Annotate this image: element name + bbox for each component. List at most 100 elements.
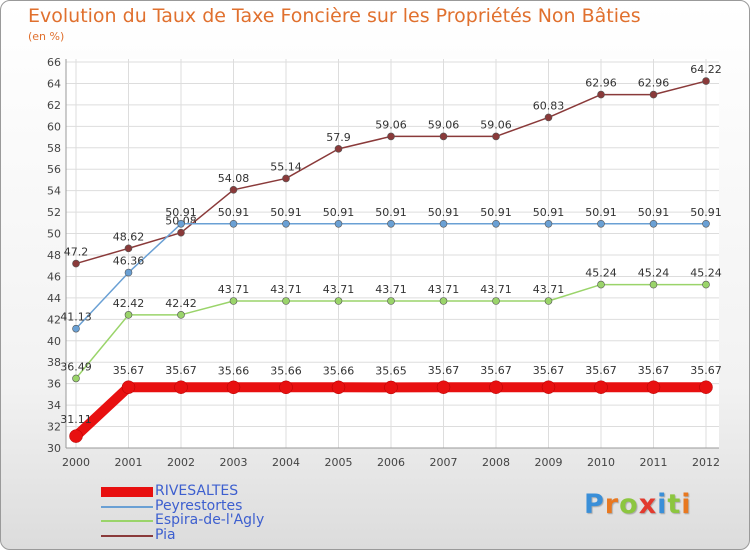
data-label: 35.65 <box>375 364 407 377</box>
x-tick-label: 2001 <box>115 456 143 469</box>
data-label: 54.08 <box>218 172 250 185</box>
data-point <box>72 259 80 268</box>
data-point <box>229 186 238 194</box>
data-point <box>646 380 661 394</box>
data-label: 50.91 <box>533 206 565 219</box>
data-point <box>334 145 343 153</box>
y-tick-label: 50 <box>47 228 61 241</box>
data-label: 35.67 <box>165 364 197 377</box>
y-axis-unit: (en %) <box>28 30 65 43</box>
data-label: 50.91 <box>638 206 670 219</box>
legend-label: Pia <box>155 526 176 543</box>
data-point <box>279 380 293 395</box>
data-label: 47.2 <box>64 246 89 259</box>
data-point <box>594 380 608 394</box>
y-tick-label: 46 <box>47 270 61 283</box>
data-point <box>124 311 133 319</box>
x-tick-label: 2008 <box>482 456 510 469</box>
legend-swatch <box>101 487 153 498</box>
data-label: 43.71 <box>375 283 407 296</box>
legend-label: RIVESALTES <box>155 483 239 499</box>
y-tick-label: 52 <box>47 206 61 219</box>
data-point <box>124 268 133 277</box>
data-point <box>597 90 605 99</box>
x-tick-label: 2011 <box>640 456 668 469</box>
data-point <box>439 132 448 141</box>
data-label: 50.91 <box>218 206 250 219</box>
x-tick-label: 2002 <box>167 456 195 469</box>
data-label: 62.96 <box>585 77 617 90</box>
y-tick-label: 42 <box>47 313 61 326</box>
data-point <box>544 113 553 122</box>
data-label: 35.67 <box>585 364 617 377</box>
data-label: 50.91 <box>690 206 722 219</box>
data-point <box>702 219 710 228</box>
data-label: 43.71 <box>323 283 355 296</box>
legend-swatch <box>101 534 153 537</box>
y-tick-label: 62 <box>47 99 61 112</box>
y-tick-label: 56 <box>47 163 61 176</box>
legend-label: Espira-de-l'Agly <box>155 512 265 528</box>
data-label: 35.66 <box>323 364 355 377</box>
data-point <box>124 244 133 253</box>
y-tick-label: 64 <box>47 77 61 90</box>
data-point <box>649 90 658 99</box>
y-tick-label: 48 <box>47 249 61 262</box>
y-tick-label: 40 <box>47 335 61 348</box>
data-point <box>439 297 448 305</box>
logo-letter: i <box>681 489 692 520</box>
data-point <box>69 429 83 443</box>
data-point <box>177 219 185 228</box>
data-point <box>544 219 553 228</box>
data-label: 59.06 <box>480 118 512 131</box>
y-tick-label: 36 <box>47 378 61 391</box>
logo-letter: x <box>638 489 658 520</box>
data-point <box>331 380 346 395</box>
data-label: 36.49 <box>60 360 92 373</box>
data-label: 50.91 <box>165 206 197 219</box>
data-label: 60.83 <box>533 99 565 112</box>
data-point <box>439 219 448 228</box>
logo-letter: t <box>667 489 682 520</box>
logo-letter: o <box>619 489 639 520</box>
data-point <box>174 380 188 394</box>
data-point <box>229 297 238 305</box>
y-tick-label: 30 <box>47 442 61 455</box>
data-point <box>702 77 710 85</box>
data-point <box>597 219 605 228</box>
data-point <box>387 132 395 141</box>
y-tick-label: 32 <box>47 421 61 434</box>
data-point <box>597 280 605 289</box>
y-tick-label: 60 <box>47 120 61 133</box>
data-label: 35.66 <box>270 364 302 377</box>
y-tick-label: 34 <box>47 399 61 412</box>
data-label: 43.71 <box>218 283 250 296</box>
data-point <box>282 297 290 305</box>
x-tick-label: 2006 <box>377 456 405 469</box>
chart-title: Evolution du Taux de Taxe Foncière sur l… <box>28 5 641 27</box>
data-point <box>492 297 500 305</box>
data-point <box>649 219 658 228</box>
x-tick-label: 2012 <box>692 456 720 469</box>
data-label: 43.71 <box>270 283 302 296</box>
data-point <box>387 219 395 228</box>
data-label: 35.66 <box>218 364 250 377</box>
y-tick-label: 44 <box>47 292 61 305</box>
data-label: 35.67 <box>690 364 722 377</box>
data-label: 31.11 <box>60 413 92 426</box>
data-point <box>177 228 185 237</box>
x-tick-label: 2004 <box>272 456 300 469</box>
x-tick-label: 2007 <box>430 456 458 469</box>
data-point <box>282 174 290 183</box>
data-point <box>702 280 710 289</box>
data-label: 50.91 <box>428 206 460 219</box>
data-label: 43.71 <box>428 283 460 296</box>
data-point <box>436 380 451 394</box>
data-label: 50.91 <box>375 206 407 219</box>
x-tick-label: 2010 <box>587 456 615 469</box>
data-point <box>384 380 398 395</box>
x-tick-label: 2009 <box>535 456 563 469</box>
data-label: 48.62 <box>113 230 145 243</box>
data-point <box>699 380 713 394</box>
